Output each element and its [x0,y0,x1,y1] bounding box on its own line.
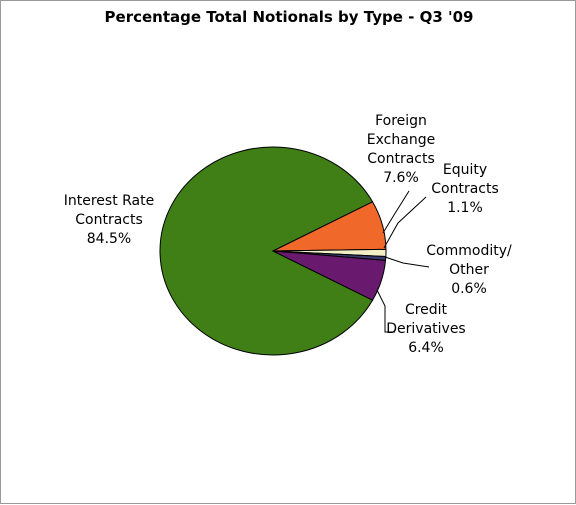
slice-name-label-1: Interest Rate [64,193,155,209]
pie-slice-5 [272,250,387,301]
slice-value-label-4: 0.6% [451,281,487,297]
slice-value-label-5: 6.4% [408,340,444,356]
slice-name-label-1: Contracts [75,212,143,228]
chart-title: Percentage Total Notionals by Type - Q3 … [104,8,474,26]
leader-line-3 [383,196,427,249]
slice-name-label-2: Foreign [375,113,427,129]
slice-value-label-1: 84.5% [87,231,131,247]
slice-name-label-3: Equity [443,162,487,178]
leader-line-2 [382,190,410,234]
slice-name-label-2: Contracts [367,151,435,167]
slice-name-label-3: Contracts [431,181,499,197]
slice-name-label-4: Other [449,262,489,278]
slice-value-label-2: 7.6% [383,170,419,186]
pie-slice-1 [159,146,374,356]
leader-line-4 [384,256,430,268]
slice-name-label-5: Derivatives [386,321,465,337]
slice-value-label-3: 1.1% [447,200,483,216]
slice-name-label-4: Commodity/ [426,243,512,259]
leader-line-5 [376,289,395,333]
slice-name-label-2: Exchange [367,132,435,148]
slice-name-label-5: Credit [405,302,448,318]
